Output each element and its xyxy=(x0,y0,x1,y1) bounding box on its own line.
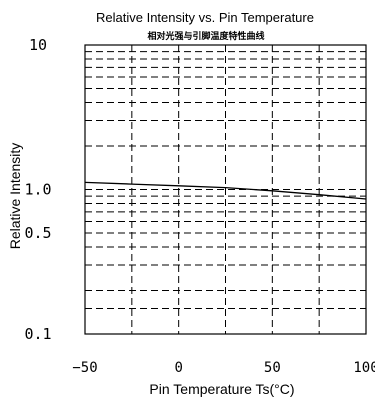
series-line xyxy=(84,181,367,200)
tick-labels: −50 0 50 100 0.1 0.5 1.0 10 xyxy=(24,36,375,376)
y-tick-label: 1.0 xyxy=(24,181,51,199)
x-tick-label: 50 xyxy=(264,360,281,376)
x-tick-label: 0 xyxy=(174,360,182,376)
x-tick-label: −50 xyxy=(72,360,97,376)
chart-subtitle: 相对光强与引脚温度特性曲线 xyxy=(147,30,264,41)
x-axis-label: Pin Temperature Ts(°C) xyxy=(149,381,294,397)
grid xyxy=(85,45,366,334)
y-tick-label: 0.5 xyxy=(24,224,51,242)
chart-title: Relative Intensity vs. Pin Temperature xyxy=(96,10,314,25)
x-tick-label: 100 xyxy=(353,360,375,376)
y-tick-label: 10 xyxy=(29,36,47,54)
y-tick-label: 0.1 xyxy=(24,325,51,343)
series-layer xyxy=(84,181,367,200)
y-axis-label: Relative Intensity xyxy=(7,143,23,250)
plot-area xyxy=(84,44,367,335)
